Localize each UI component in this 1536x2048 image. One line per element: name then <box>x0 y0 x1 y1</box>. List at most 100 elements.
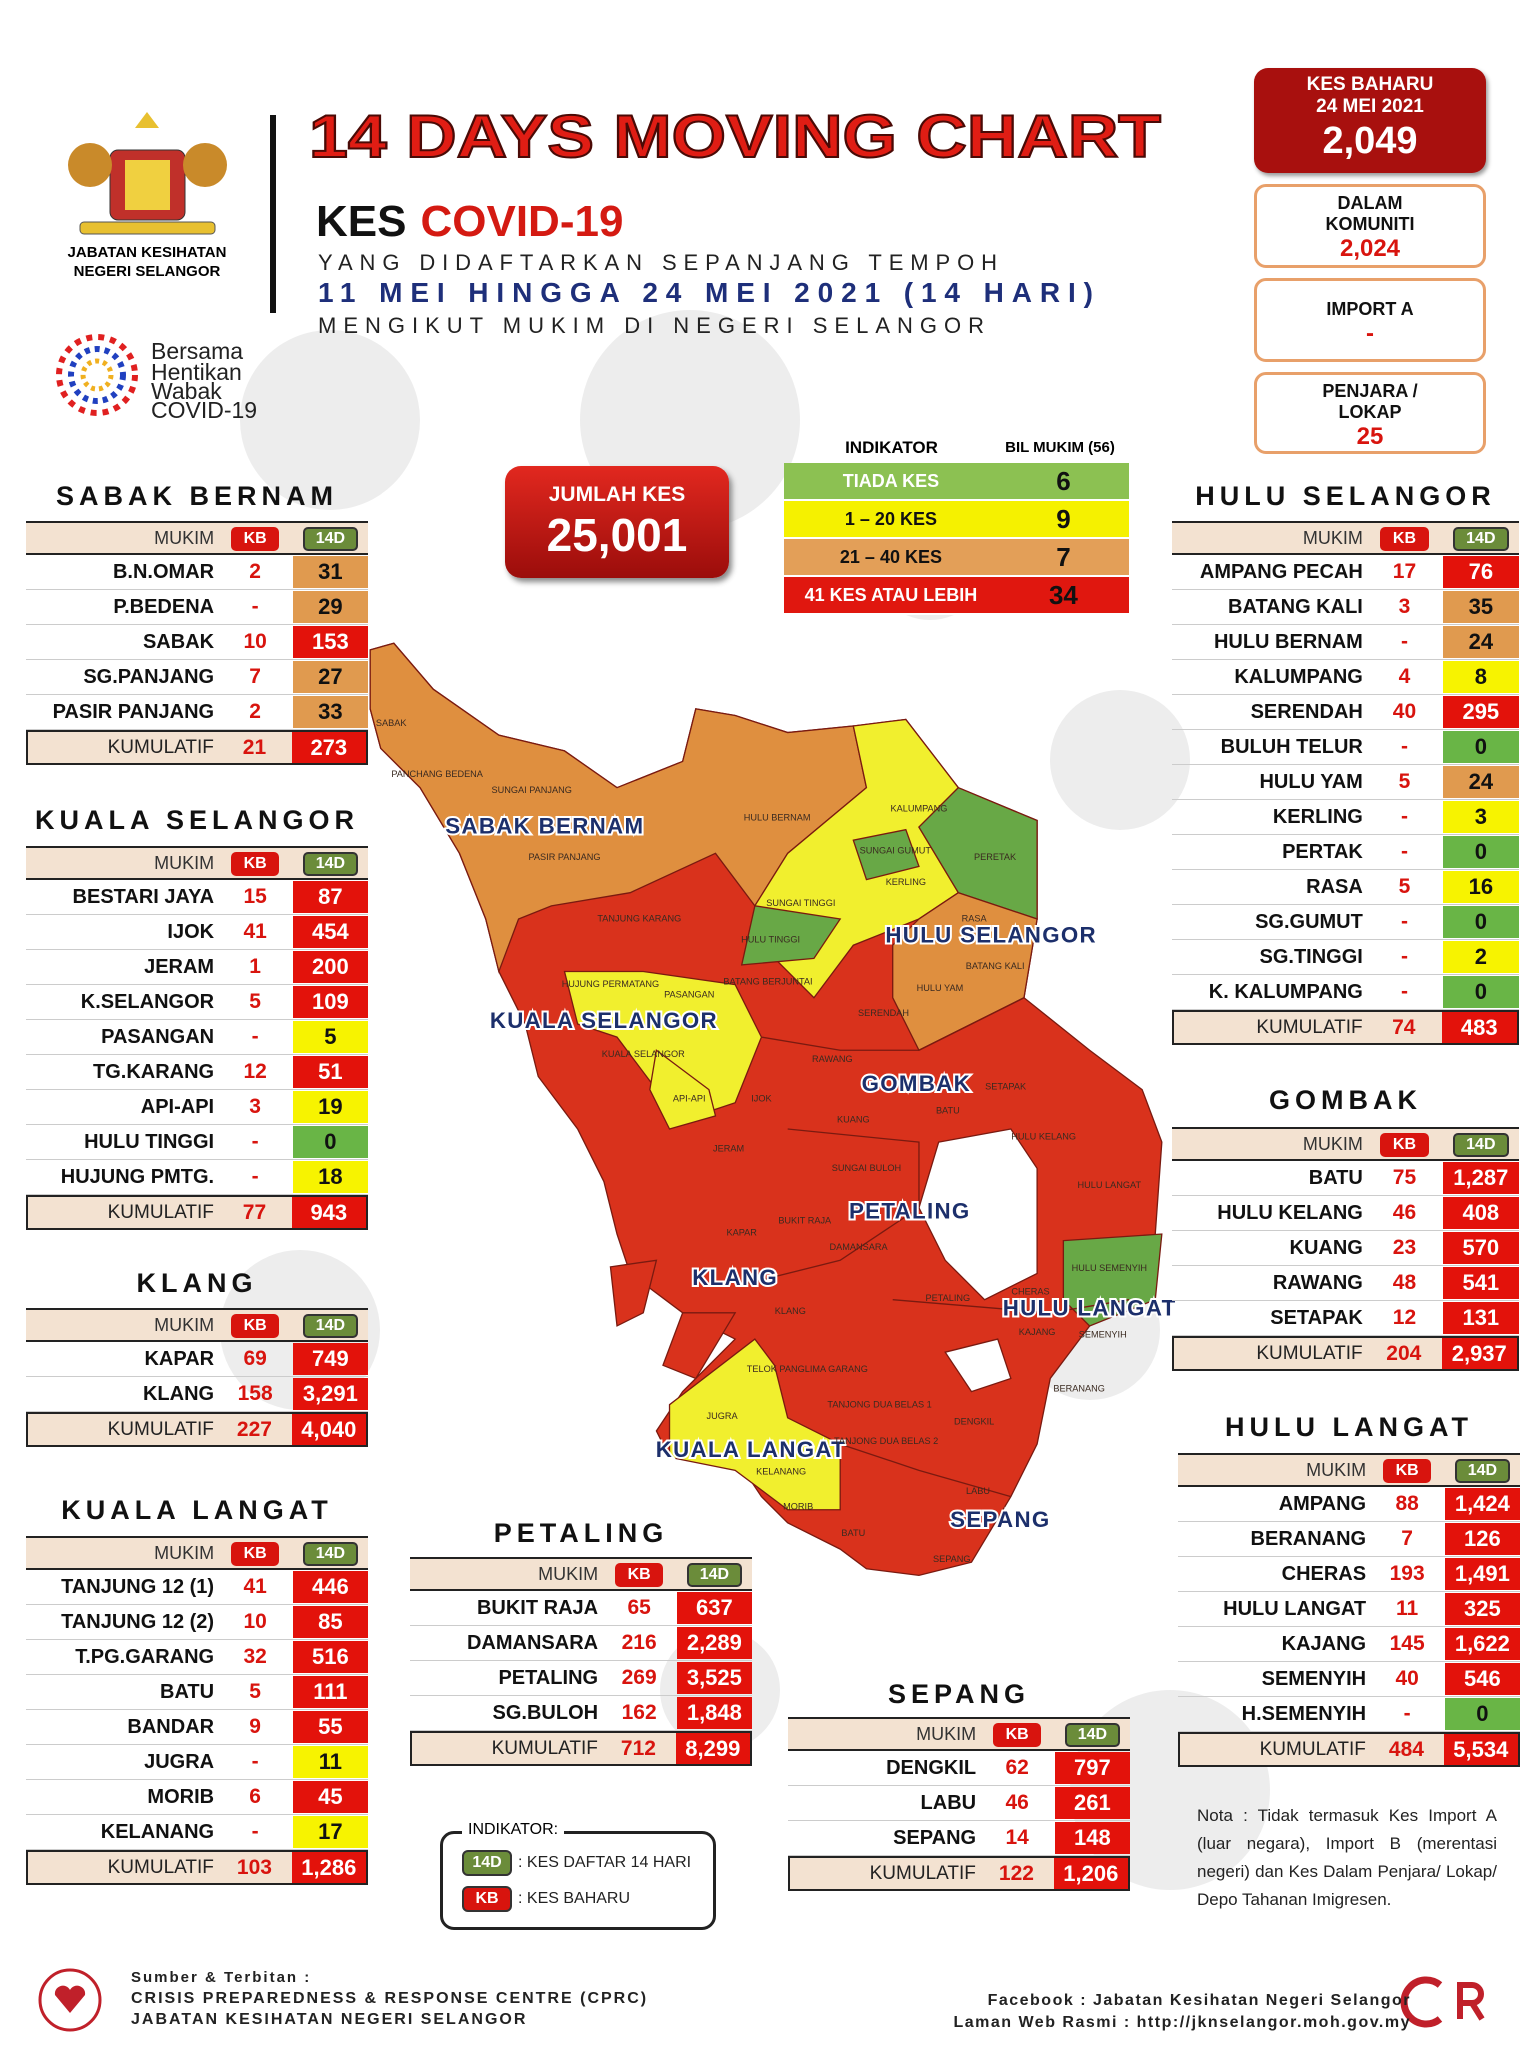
total-kb: 712 <box>620 1736 656 1760</box>
kb-value: 4 <box>1398 665 1411 688</box>
total-d14: 2,937 <box>1441 1338 1517 1369</box>
mukim-name: SEMENYIH <box>1261 1667 1367 1690</box>
kb-value: - <box>1400 630 1408 653</box>
kb-value: - <box>251 1820 259 1843</box>
d14-value: 541 <box>1442 1267 1519 1299</box>
kb-value: 88 <box>1395 1492 1419 1515</box>
d14-value: 55 <box>292 1711 368 1743</box>
map-mukim-label: KUANG <box>837 1114 870 1124</box>
campaign-logo <box>56 334 138 416</box>
mukim-name: API-API <box>140 1095 215 1118</box>
table-row: KAJANG 145 1,622 <box>1178 1627 1520 1662</box>
table-row: KALUMPANG 4 8 <box>1172 660 1519 695</box>
map-mukim-label: HULU KELANG <box>1011 1132 1076 1142</box>
map-mukim-label: SUNGAI TINGGI <box>766 898 835 908</box>
mukim-name: IJOK <box>167 920 215 943</box>
table-row: PASANGAN - 5 <box>26 1020 368 1055</box>
kb-value: - <box>1400 980 1408 1003</box>
table-row: K.SELANGOR 5 109 <box>26 985 368 1020</box>
d14-value: 153 <box>292 626 368 658</box>
map-region <box>668 1338 841 1511</box>
map-border <box>761 997 1025 1051</box>
kb-value: 7 <box>249 665 261 688</box>
indicator-label: 1 – 20 KES <box>844 508 937 529</box>
d14-value: 109 <box>292 986 368 1018</box>
indicator-row: 41 KES ATAU LEBIH 34 <box>784 577 1129 615</box>
d14-value: 3,525 <box>676 1662 752 1694</box>
mukim-name: JERAM <box>144 955 215 978</box>
mukim-name: HULU BERNAM <box>1213 630 1363 653</box>
table-header: MUKIM KB 14D <box>410 1557 752 1591</box>
header-kb: KB <box>1383 1459 1432 1483</box>
table-row: PASIR PANJANG 2 33 <box>26 695 368 730</box>
footer-link: Facebook : Jabatan Kesihatan Negeri Sela… <box>987 1992 1411 2009</box>
mukim-name: PASANGAN <box>101 1025 215 1048</box>
map-district-label: KUALA SELANGOR <box>490 1008 718 1033</box>
map-mukim-label: PANCHANG BEDENA <box>391 769 483 779</box>
kb-value: - <box>251 1750 259 1773</box>
table-row: KUANG 23 570 <box>1172 1231 1519 1266</box>
legend-title: INDIKATOR: <box>462 1818 565 1842</box>
header-mukim: MUKIM <box>538 1563 599 1584</box>
total-d14: 8,299 <box>675 1733 750 1764</box>
mukim-name: T.PG.GARANG <box>75 1645 215 1668</box>
new-cases-box: KES BAHARU 24 MEI 2021 2,049 <box>1254 68 1486 173</box>
mukim-name: TG.KARANG <box>92 1060 215 1083</box>
map-mukim-label: IJOK <box>751 1093 772 1103</box>
kb-value: 2 <box>249 560 261 583</box>
d14-value: 11 <box>292 1746 368 1778</box>
d14-value: 31 <box>292 556 368 588</box>
kb-value: 2 <box>249 700 261 723</box>
legend-text: : KES BAHARU <box>518 1890 631 1907</box>
kb-value: 3 <box>1398 595 1411 618</box>
map-district-label: HULU SELANGOR <box>885 923 1097 948</box>
map-mukim-label: DENGKIL <box>954 1416 994 1426</box>
map-mukim-label: KUALA SELANGOR <box>602 1049 685 1059</box>
mukim-name: KALUMPANG <box>1234 665 1363 688</box>
total-label: KUMULATIF <box>1256 1016 1363 1038</box>
kb-value: 216 <box>621 1631 657 1654</box>
mukim-name: PASIR PANJANG <box>52 700 215 723</box>
kb-value: 15 <box>243 885 267 908</box>
total-d14: 1,286 <box>291 1852 366 1883</box>
map-mukim-label: RASA <box>962 914 988 924</box>
mukim-name: K.SELANGOR <box>80 990 215 1013</box>
map-mukim-label: PASIR PANJANG <box>528 852 600 862</box>
map-border <box>892 1299 1130 1314</box>
main-title: 14 DAYS MOVING CHART <box>309 103 1161 170</box>
map-region <box>944 1338 1012 1393</box>
kb-value: - <box>1400 735 1408 758</box>
header-14d: 14D <box>303 1542 358 1566</box>
map-mukim-label: BERANANG <box>1053 1384 1104 1394</box>
map-region <box>852 828 920 881</box>
map-district-label: HULU LANGAT <box>1003 1295 1177 1320</box>
table-row: BATANG KALI 3 35 <box>1172 590 1519 625</box>
header-mukim: MUKIM <box>154 852 215 873</box>
total-d14: 273 <box>291 732 366 763</box>
kb-value: - <box>1400 945 1408 968</box>
d14-value: 111 <box>292 1676 368 1708</box>
map-mukim-label: DAMANSARA <box>830 1242 889 1252</box>
d14-value: 85 <box>292 1606 368 1638</box>
legend-box <box>440 1831 716 1930</box>
mukim-name: BATANG KALI <box>1228 595 1363 618</box>
total-d14: 5,534 <box>1443 1734 1518 1765</box>
d14-value: 131 <box>1442 1302 1519 1334</box>
total-kb: 103 <box>236 1855 272 1879</box>
d14-value: 3,291 <box>292 1378 368 1410</box>
mukim-name: SETAPAK <box>1270 1306 1363 1329</box>
breakdown-box: IMPORT A- <box>1254 278 1486 362</box>
indicator-label: TIADA KES <box>842 470 940 491</box>
kb-value: 193 <box>1389 1562 1425 1585</box>
kb-value: 62 <box>1005 1756 1029 1779</box>
date-range: 11 MEI HINGGA 24 MEI 2021 (14 HARI) <box>318 277 1093 308</box>
total-label: KUMULATIF <box>869 1862 976 1884</box>
d14-value: 446 <box>292 1571 368 1603</box>
total-kb: 21 <box>242 735 267 759</box>
map-mukim-label: KALUMPANG <box>890 803 947 813</box>
table-row: SEMENYIH 40 546 <box>1178 1662 1520 1697</box>
subtitle: KES COVID-19 <box>316 197 623 246</box>
mukim-name: P.BEDENA <box>113 595 215 618</box>
d14-value: 546 <box>1444 1663 1520 1695</box>
map-mukim-label: API-API <box>673 1093 706 1103</box>
